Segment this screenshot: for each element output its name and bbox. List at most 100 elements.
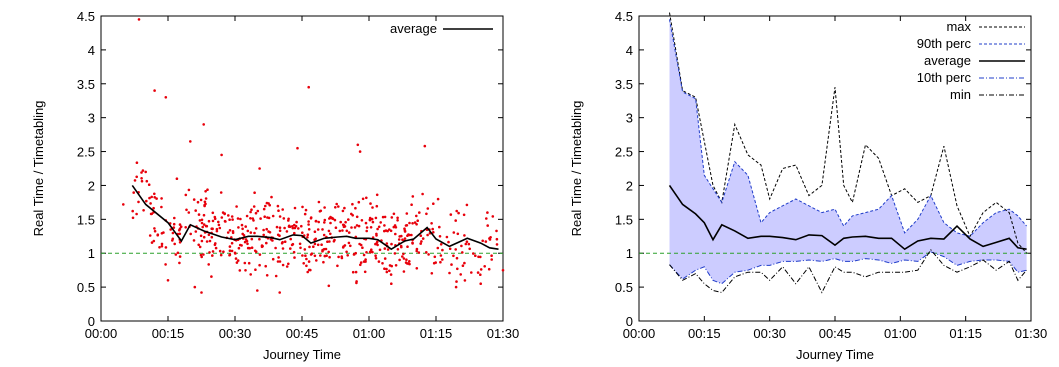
scatter-point: [341, 229, 344, 232]
scatter-point: [406, 245, 409, 248]
scatter-point: [394, 232, 397, 236]
scatter-point: [296, 146, 299, 150]
scatter-point: [153, 227, 156, 230]
scatter-point: [293, 256, 296, 259]
scatter-point: [236, 259, 240, 262]
scatter-point: [420, 240, 423, 243]
scatter-point: [171, 239, 174, 242]
scatter-point: [211, 250, 215, 253]
scatter-point: [408, 262, 411, 266]
scatter-point: [274, 246, 277, 250]
scatter-point: [246, 242, 249, 246]
scatter-point: [343, 225, 347, 228]
scatter-point: [389, 229, 393, 233]
scatter-point: [454, 219, 458, 222]
scatter-point: [375, 242, 378, 245]
scatter-point: [337, 205, 340, 208]
scatter-point: [483, 265, 487, 268]
scatter-points: [122, 18, 505, 294]
scatter-point: [184, 226, 187, 229]
scatter-point: [303, 212, 307, 216]
scatter-point: [194, 209, 197, 212]
scatter-point: [470, 271, 473, 274]
scatter-point: [323, 218, 327, 222]
scatter-point: [484, 240, 488, 243]
scatter-point: [295, 220, 298, 224]
scatter-point: [317, 220, 321, 224]
scatter-point: [203, 200, 207, 204]
scatter-point: [456, 232, 460, 236]
scatter-point: [313, 254, 317, 258]
scatter-point: [208, 251, 211, 254]
scatter-point: [423, 144, 427, 148]
scatter-point: [481, 239, 485, 243]
scatter-point: [231, 218, 234, 221]
scatter-point: [262, 233, 266, 237]
scatter-point: [375, 204, 379, 208]
scatter-point: [402, 252, 405, 256]
scatter-point: [407, 233, 410, 236]
scatter-point: [371, 206, 374, 209]
scatter-point: [264, 264, 268, 268]
scatter-point: [307, 85, 311, 89]
scatter-point: [301, 231, 304, 234]
scatter-point: [202, 123, 205, 126]
scatter-point: [355, 224, 359, 227]
scatter-point: [426, 233, 429, 237]
scatter-point: [179, 225, 183, 228]
scatter-point: [335, 202, 339, 206]
scatter-point: [173, 242, 176, 246]
scatter-point: [321, 248, 324, 252]
scatter-point: [441, 248, 444, 252]
scatter-point: [176, 251, 180, 255]
scatter-point: [192, 239, 196, 242]
scatter-point: [277, 256, 280, 259]
scatter-point: [449, 213, 453, 216]
scatter-point: [408, 260, 411, 263]
scatter-point: [415, 249, 419, 253]
scatter-point: [278, 229, 282, 232]
scatter-point: [200, 239, 204, 243]
scatter-point: [419, 234, 423, 237]
scatter-point: [230, 241, 234, 245]
scatter-point: [495, 237, 499, 241]
scatter-point: [345, 229, 349, 233]
scatter-point: [265, 227, 269, 231]
scatter-point: [456, 267, 459, 271]
scatter-point: [374, 254, 377, 257]
scatter-point: [137, 18, 141, 21]
scatter-point: [365, 196, 368, 200]
y-tick-label: 3.5: [615, 77, 633, 92]
scatter-point: [385, 242, 389, 245]
scatter-point: [262, 207, 266, 211]
scatter-point: [365, 229, 369, 233]
scatter-point: [241, 227, 244, 231]
scatter-point: [211, 227, 214, 230]
scatter-point: [464, 242, 468, 246]
y-tick-label: 0.5: [615, 280, 633, 295]
scatter-point: [253, 231, 256, 235]
scatter-point: [187, 188, 191, 192]
x-axis-label: Journey Time: [263, 347, 341, 362]
scatter-point: [491, 215, 495, 218]
scatter-point: [158, 246, 161, 249]
scatter-point: [215, 227, 219, 231]
scatter-point: [228, 245, 232, 248]
scatter-point: [359, 263, 362, 267]
scatter-point: [375, 193, 379, 197]
scatter-point: [309, 268, 312, 272]
legend-label-10th-perc: 10th perc: [917, 70, 972, 85]
scatter-point: [388, 264, 392, 267]
scatter-point: [214, 242, 217, 245]
scatter-point: [204, 197, 208, 200]
scatter-point: [218, 249, 222, 253]
scatter-point: [276, 260, 280, 263]
scatter-point: [386, 229, 389, 233]
scatter-point: [448, 247, 452, 251]
scatter-point: [357, 224, 361, 228]
scatter-point: [495, 229, 498, 233]
scatter-point: [202, 223, 206, 226]
scatter-point: [354, 206, 357, 210]
y-tick-label: 2.5: [615, 145, 633, 160]
scatter-point: [140, 171, 143, 174]
